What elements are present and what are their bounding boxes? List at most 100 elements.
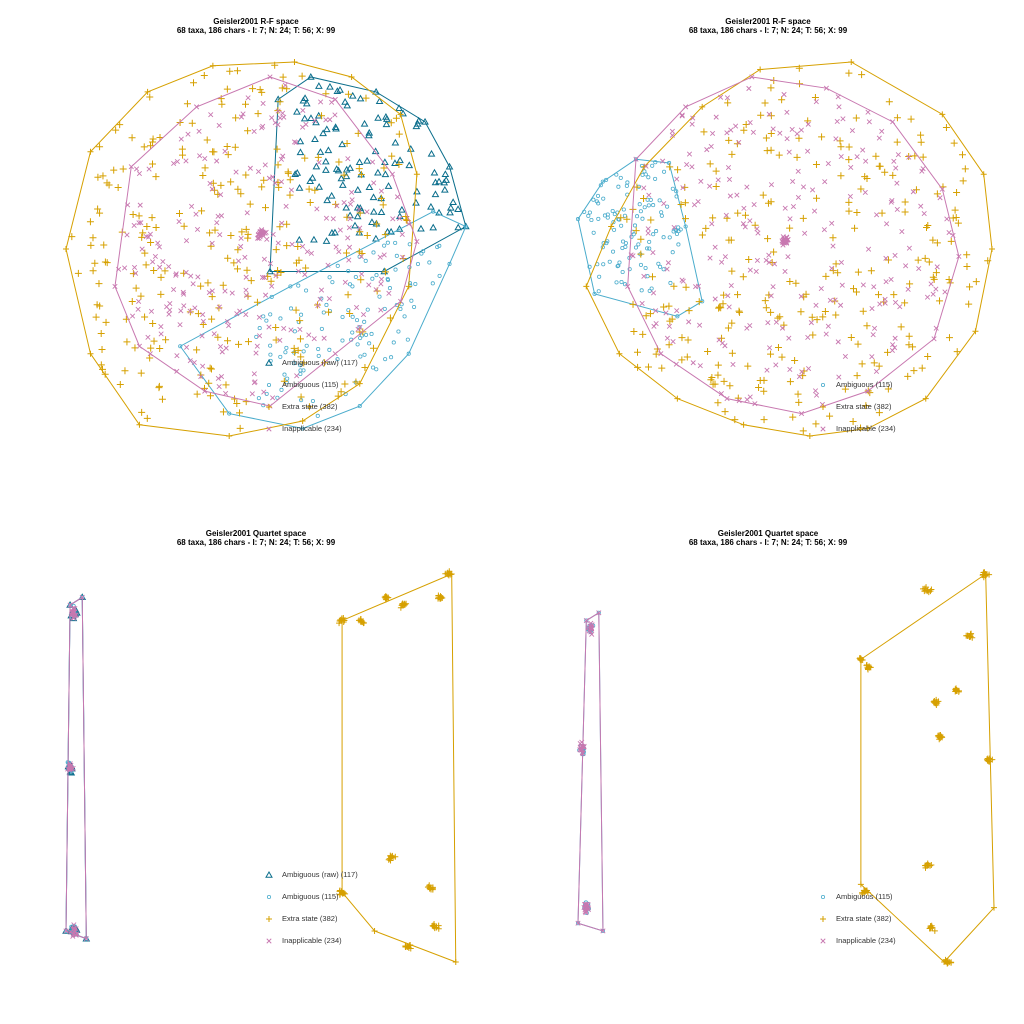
x-point <box>160 259 166 265</box>
x-point <box>156 244 163 250</box>
plus-point <box>959 177 967 185</box>
x-point <box>944 216 950 222</box>
x-point <box>860 147 866 153</box>
plus-point <box>452 959 459 965</box>
plus-point <box>344 291 352 299</box>
triangle-point <box>348 91 357 99</box>
x-point <box>278 156 284 162</box>
plus-point <box>862 402 870 410</box>
plus-point <box>845 143 853 151</box>
x-point <box>281 114 287 120</box>
x-point <box>712 244 718 250</box>
x-point <box>697 322 703 328</box>
circle-point <box>575 217 581 222</box>
x-point <box>854 154 860 160</box>
circle-point <box>615 264 620 269</box>
plus-point <box>629 300 637 308</box>
plus-point <box>382 595 389 602</box>
plus-point <box>901 299 909 307</box>
plus-point <box>761 297 769 305</box>
plus-point <box>740 126 748 134</box>
x-point <box>950 232 956 239</box>
circle-point <box>645 274 650 279</box>
plus-point <box>714 361 722 369</box>
circle-point <box>602 213 608 218</box>
plus-point <box>224 151 232 159</box>
triangle-point <box>323 196 332 204</box>
plus-point <box>709 214 717 222</box>
plus-point <box>764 235 772 243</box>
x-point <box>136 343 143 349</box>
chart-subtitle: 68 taxa, 186 chars - I: 7; N: 24; T: 56;… <box>688 538 848 547</box>
triangle-point <box>338 140 347 148</box>
hull-inapplicable <box>577 611 604 932</box>
plus-point <box>728 319 736 327</box>
plus-point <box>832 260 840 268</box>
plus-point <box>813 194 821 202</box>
plus-point <box>797 308 805 316</box>
plus-point <box>242 225 250 233</box>
plus-point <box>863 322 871 330</box>
plus-point <box>334 392 342 400</box>
plus-point <box>984 257 992 265</box>
x-point <box>345 156 351 162</box>
x-point <box>625 283 631 289</box>
legend-label: Inapplicable (234) <box>282 936 342 945</box>
x-point <box>809 187 816 193</box>
triangle-point <box>338 181 347 188</box>
plus-point <box>786 378 794 386</box>
x-point <box>146 166 152 172</box>
plus-point <box>97 329 105 337</box>
plus-point <box>764 199 772 207</box>
x-point <box>323 215 330 221</box>
x-point <box>397 298 404 304</box>
circle-point <box>592 291 597 296</box>
plus-point <box>386 855 393 862</box>
x-point <box>270 395 276 401</box>
circle-point <box>659 213 664 218</box>
x-point <box>256 314 262 320</box>
plus-point <box>623 215 631 223</box>
circle-point <box>636 242 641 247</box>
plus-point <box>279 73 287 81</box>
x-point <box>378 188 385 194</box>
circle-point <box>382 243 387 248</box>
circle-point <box>601 262 606 267</box>
triangle-point <box>405 161 414 169</box>
circle-point <box>638 262 644 267</box>
x-point <box>669 132 675 138</box>
plus-point <box>677 201 685 209</box>
x-point <box>899 229 905 235</box>
x-point <box>138 220 144 226</box>
x-point <box>766 345 773 351</box>
triangle-point <box>391 159 399 167</box>
plus-point <box>233 400 241 408</box>
x-point <box>933 325 939 331</box>
x-point <box>840 116 846 122</box>
plus-point <box>254 110 262 118</box>
triangle-point <box>342 165 351 173</box>
x-point <box>805 365 812 372</box>
triangle-point <box>435 177 443 185</box>
x-point <box>916 265 922 272</box>
x-point <box>366 282 372 288</box>
plus-point <box>306 199 314 207</box>
x-point <box>332 351 338 357</box>
x-point <box>838 259 844 265</box>
x-point <box>180 289 186 295</box>
plus-point <box>725 136 733 144</box>
plus-point <box>143 414 151 422</box>
plus-point <box>249 85 257 93</box>
plus-point <box>929 236 937 244</box>
x-point <box>805 334 811 341</box>
plus-point <box>146 354 154 362</box>
x-point <box>238 235 244 241</box>
circle-point <box>675 314 680 319</box>
x-point <box>188 273 194 279</box>
x-point <box>805 148 811 154</box>
x-point <box>838 302 844 308</box>
plus-point <box>143 222 151 230</box>
circle-point <box>406 351 411 356</box>
circle-point <box>340 314 345 320</box>
plus-point <box>294 242 302 250</box>
